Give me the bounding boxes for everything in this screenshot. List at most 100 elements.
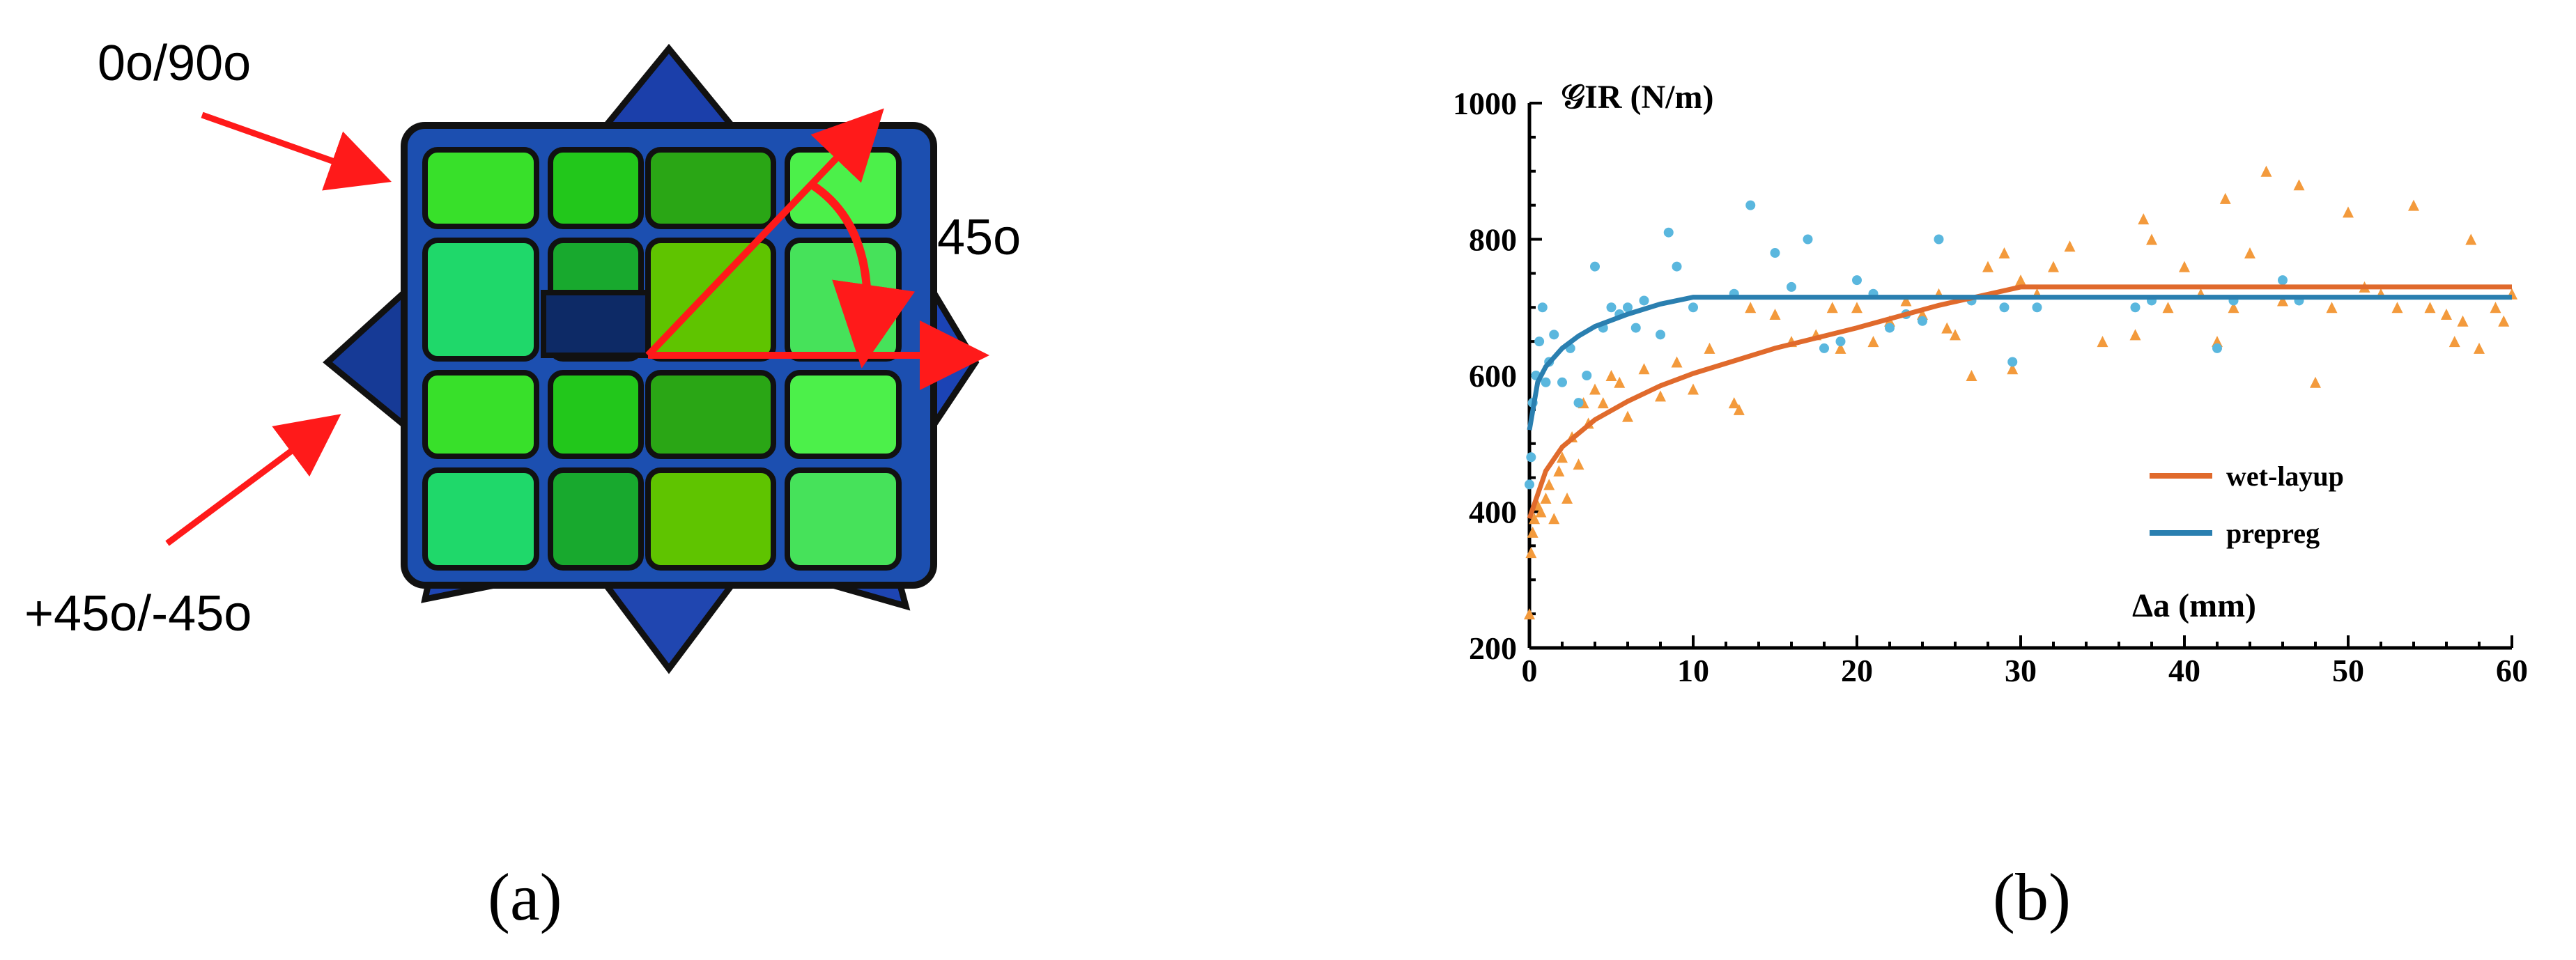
wet-layup-point <box>1826 302 1838 313</box>
prepreg-point <box>1819 343 1829 353</box>
prepreg-point <box>1541 377 1551 387</box>
fiber-tow <box>645 370 776 459</box>
y-tick-label: 800 <box>1469 222 1517 258</box>
prepreg-point <box>1770 248 1780 258</box>
wet-layup-point <box>2441 309 2452 320</box>
wet-layup-point <box>1900 295 1912 307</box>
wet-layup-point <box>2146 233 2157 245</box>
wet-layup-point <box>2391 302 2403 313</box>
fiber-tow <box>422 370 539 459</box>
wet-layup-point <box>1769 309 1781 320</box>
prepreg-point <box>1803 234 1813 245</box>
legend: wet-layup prepreg <box>2150 460 2344 549</box>
wet-layup-point <box>2293 179 2305 191</box>
fiber-tow <box>645 467 776 571</box>
fiber-tow <box>548 467 644 571</box>
arrow-0-90 <box>201 111 392 191</box>
prepreg-point <box>1835 336 1846 347</box>
prepreg-point <box>1852 275 1862 286</box>
legend-label-prepreg: prepreg <box>2226 518 2320 549</box>
wet-layup-point <box>1671 356 1683 368</box>
wet-layup-point <box>1867 336 1879 348</box>
x-axis-label: Δa (mm) <box>2132 587 2256 624</box>
wet-layup-point <box>2212 336 2223 348</box>
wet-layup-point <box>2015 274 2026 286</box>
wet-layup-point <box>1728 397 1740 409</box>
wet-layup-point <box>1524 608 1535 620</box>
fiber-tow <box>785 238 902 362</box>
wet-layup-point <box>2129 329 2141 341</box>
x-tick-label: 60 <box>2496 653 2528 688</box>
wet-layup-point <box>1835 342 1846 354</box>
wet-layup-point <box>1851 302 1862 313</box>
wet-layup-fit-line <box>1527 284 2512 520</box>
x-tick-label: 0 <box>1522 653 1538 688</box>
wet-layup-point <box>2097 336 2108 348</box>
weave-center <box>541 290 651 358</box>
wet-layup-point <box>1614 376 1626 388</box>
wet-layup-point <box>1638 363 1650 375</box>
prepreg-point <box>2278 275 2288 286</box>
prepreg-point <box>1918 316 1927 326</box>
prepreg-point <box>1656 330 1665 340</box>
wet-layup-point <box>2498 315 2510 327</box>
fiber-tow <box>785 467 902 571</box>
wet-layup-point <box>1553 465 1565 477</box>
wet-layup-point <box>1998 247 2010 259</box>
prepreg-point <box>2212 343 2222 353</box>
prepreg-point <box>1549 330 1559 340</box>
wet-layup-point <box>1535 506 1547 518</box>
prepreg-point <box>2130 302 2141 313</box>
fiber-tow <box>645 238 776 362</box>
wet-layup-point <box>1745 302 1757 313</box>
wet-layup-point <box>2219 192 2231 204</box>
label-0-90: 0o/90o <box>98 36 251 91</box>
wet-layup-point <box>2228 302 2239 313</box>
wet-layup-point <box>1561 492 1573 504</box>
caption-b: (b) <box>1993 860 2071 934</box>
wet-layup-point <box>1525 547 1537 559</box>
y-tick-label: 200 <box>1469 630 1517 666</box>
prepreg-fit-line <box>1527 295 2512 431</box>
wet-layup-point <box>1529 513 1541 525</box>
x-tick-label: 50 <box>2332 653 2364 688</box>
wet-layup-point <box>2457 315 2469 327</box>
wet-layup-point <box>1982 261 1993 272</box>
prepreg-point <box>1745 200 1756 210</box>
wet-layup-point <box>2244 247 2255 259</box>
prepreg-point <box>1934 234 1944 245</box>
star-tip-top <box>599 43 739 129</box>
wet-layup-point <box>1704 342 1715 354</box>
x-tick-label: 40 <box>2168 653 2200 688</box>
prepreg-point <box>1582 371 1592 380</box>
arrow-45deg <box>645 108 884 358</box>
prepreg-point <box>2032 302 2042 313</box>
prepreg-point <box>1787 281 1796 292</box>
wet-layup-point <box>2179 261 2190 272</box>
wet-layup-point <box>2448 336 2460 348</box>
y-tick-label: 1000 <box>1453 86 1517 121</box>
wet-layup-point <box>2474 342 2485 354</box>
prepreg-point <box>1606 302 1617 313</box>
prepreg-point <box>1639 295 1649 306</box>
prepreg-point <box>1526 452 1536 463</box>
prepreg-point <box>1688 302 1698 313</box>
prepreg-point <box>1537 302 1548 313</box>
fiber-tow <box>548 147 644 229</box>
caption-a: (a) <box>488 860 562 934</box>
prepreg-point <box>1557 377 1567 387</box>
label-45: 45o <box>937 210 1021 265</box>
prepreg-point <box>2007 357 2018 367</box>
fiber-tow <box>422 467 539 571</box>
y-tick-label: 600 <box>1469 358 1517 394</box>
wet-layup-point <box>1540 492 1552 504</box>
star-tip-left <box>323 285 408 432</box>
wet-layup-point <box>2277 295 2288 307</box>
wet-layup-point <box>2007 363 2019 375</box>
fiber-tow <box>645 147 776 229</box>
prepreg-point <box>1590 261 1600 272</box>
arrow-pm45 <box>165 414 341 546</box>
wet-layup-point <box>2490 302 2501 313</box>
wet-layup-point <box>1655 390 1666 402</box>
